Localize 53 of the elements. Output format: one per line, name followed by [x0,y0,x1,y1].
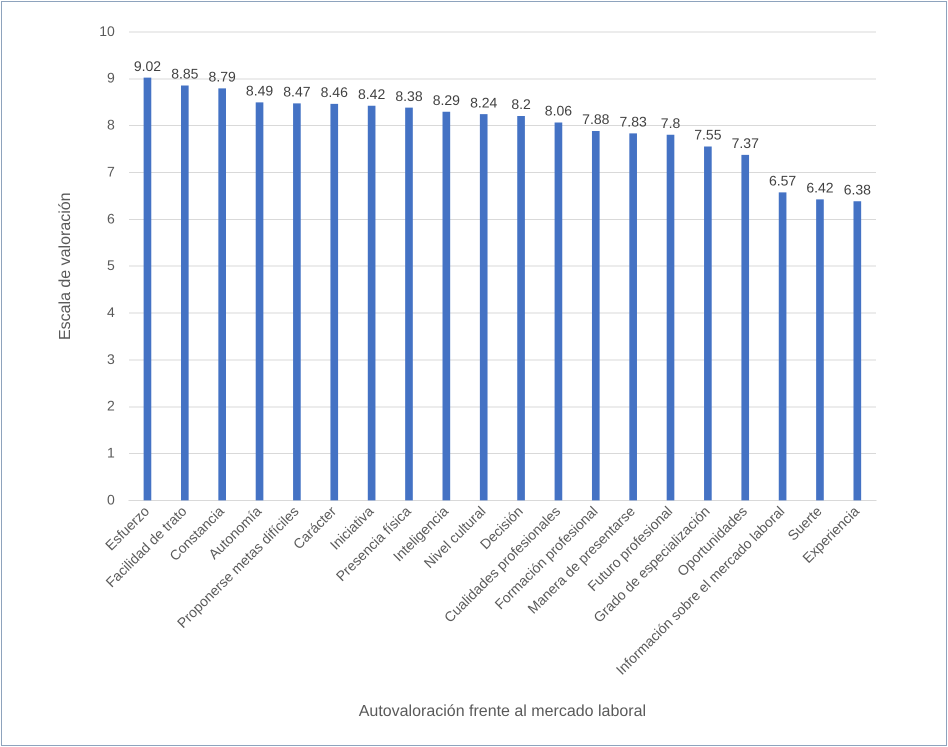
y-tick-label: 3 [106,350,115,367]
data-label: 6.57 [768,172,796,189]
data-label: 7.37 [732,135,760,152]
bar [554,122,562,500]
bar [144,78,152,500]
bar [368,106,376,500]
y-tick-label: 1 [106,444,115,461]
bar [293,103,301,500]
y-tick-label: 4 [106,304,115,320]
data-label: 6.42 [806,180,834,196]
data-label: 6.38 [844,181,872,198]
y-tick-label: 7 [106,163,115,180]
bar [517,116,525,500]
y-tick-label: 9 [106,70,115,86]
data-label: 8.47 [283,84,311,100]
data-label: 8.24 [470,94,498,110]
bar [405,108,413,500]
bar [704,146,712,500]
data-label: 8.46 [320,84,348,100]
data-label: 8.29 [432,92,460,108]
bar [330,104,338,500]
y-axis-title: Escala de valoración [57,192,74,340]
data-label: 8.2 [511,96,532,112]
data-label: 7.55 [694,126,722,143]
data-label: 7.88 [582,111,610,128]
y-tick-label: 2 [106,398,115,414]
bar [741,154,750,500]
bar [592,130,600,500]
data-label: 8.85 [171,66,199,82]
bar [256,102,264,500]
bar [480,114,488,500]
y-tick-label: 6 [106,210,115,226]
y-tick-label: 5 [106,257,115,274]
data-label: 9.02 [134,58,162,74]
data-label: 8.79 [208,68,236,85]
bar [853,201,862,500]
y-tick-label: 10 [99,22,115,39]
bar [218,88,226,500]
y-tick-label: 0 [106,491,115,508]
bar [180,86,189,500]
bar [666,134,674,500]
bar [442,112,450,500]
data-label: 7.83 [620,114,647,130]
data-label: 8.38 [395,88,423,104]
bar [816,199,824,500]
x-axis-title: Autovaloración frente al mercado laboral [358,702,646,720]
data-label: 7.8 [660,114,680,131]
bar [629,133,637,500]
bar [778,192,786,500]
data-label: 8.06 [544,102,572,119]
data-label: 8.49 [246,82,274,99]
data-label: 8.42 [358,86,386,102]
y-tick-label: 8 [106,116,115,133]
